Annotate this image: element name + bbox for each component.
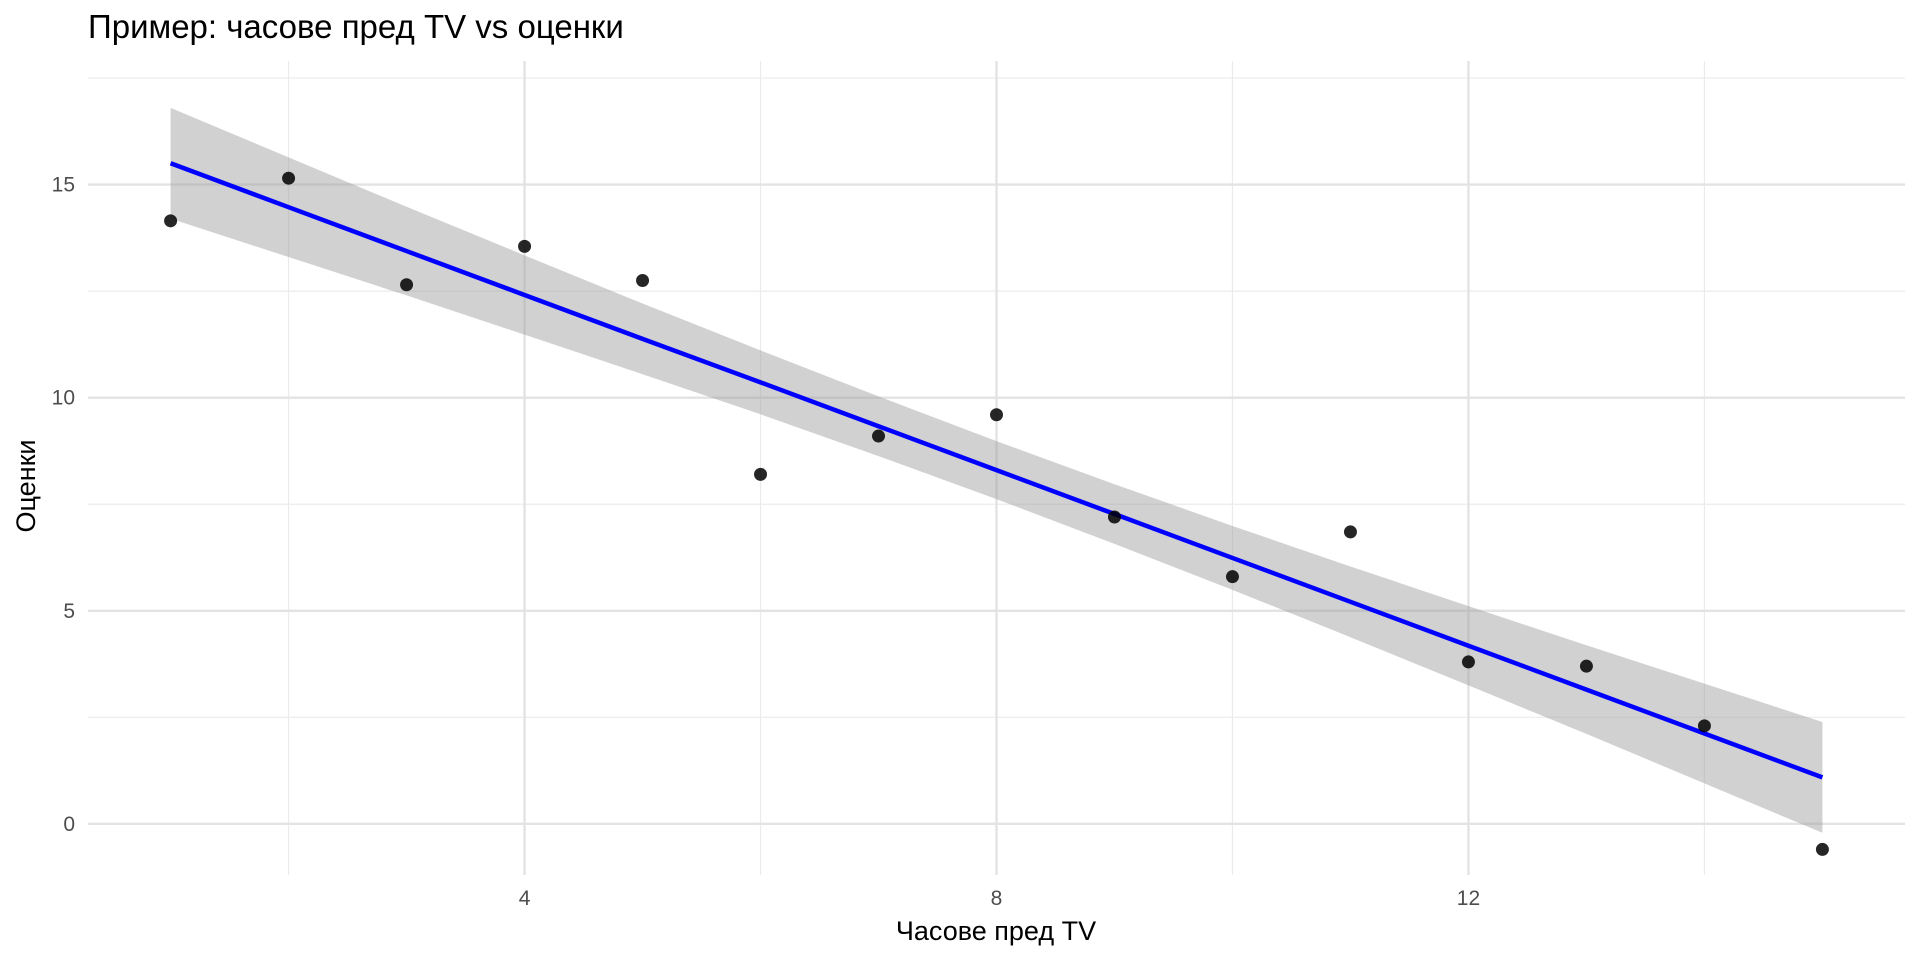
regression-line-group [169,161,1824,780]
y-tick-label: 0 [63,813,75,836]
data-point [1697,719,1711,733]
data-point [400,278,414,292]
x-tick-label: 8 [991,887,1003,910]
y-axis-label: Оценки [11,440,41,533]
data-point [1107,510,1121,524]
data-point [164,214,178,228]
data-point [1461,655,1475,669]
tick-labels: 4 8 12 0 5 10 15 [52,174,1480,910]
points [164,171,1829,856]
y-tick-label: 15 [52,174,75,197]
data-point [990,408,1003,422]
data-point [636,273,650,287]
data-point [282,171,296,185]
x-tick-label: 4 [519,887,531,910]
grid [88,61,1905,875]
regression-line [169,161,1824,780]
data-point [872,429,886,443]
data-point [1579,659,1593,673]
y-tick-label: 10 [52,387,75,410]
data-point [1343,525,1357,539]
data-point [1225,570,1239,584]
x-axis-label: Часове пред TV [896,916,1096,946]
chart-title: Пример: часове пред TV vs оценки [88,8,624,45]
x-tick-label: 12 [1457,887,1480,910]
y-tick-label: 5 [63,600,75,623]
data-point [518,239,532,253]
data-point [754,467,768,481]
data-point [1815,842,1829,856]
